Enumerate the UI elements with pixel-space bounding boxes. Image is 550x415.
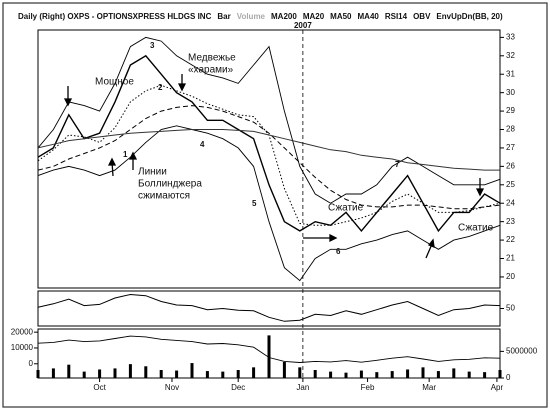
y-tick-label: 29 bbox=[506, 106, 515, 115]
annotation: Линии bbox=[138, 167, 167, 178]
volume-bar bbox=[221, 371, 225, 378]
annotation: сжимаются bbox=[138, 191, 190, 202]
annotation: Мощное bbox=[95, 77, 134, 88]
series-line bbox=[37, 36, 501, 204]
volume-bar bbox=[144, 366, 148, 378]
volume-bar bbox=[375, 372, 379, 378]
y-tick-label: 20 bbox=[506, 272, 515, 281]
y-tick-label: 24 bbox=[506, 198, 515, 207]
indicator: MA20 bbox=[303, 12, 325, 21]
chart-title: Daily (Right) OXPS - OPTIONSXPRESS HLDGS… bbox=[18, 12, 212, 21]
volume-bar bbox=[67, 364, 71, 378]
y-tick-label: 28 bbox=[506, 125, 515, 134]
y-tick-label: 33 bbox=[506, 32, 515, 41]
y-tick-label: 22 bbox=[506, 235, 515, 244]
indicator: RSI14 bbox=[385, 12, 408, 21]
y-tick-label: 5000000 bbox=[506, 346, 538, 355]
x-tick-label: Feb bbox=[361, 383, 375, 392]
volume-bar bbox=[159, 370, 163, 378]
annotation: 6 bbox=[336, 247, 341, 256]
x-tick-label: Oct bbox=[93, 383, 106, 392]
header: Daily (Right) OXPS - OPTIONSXPRESS HLDGS… bbox=[18, 12, 503, 21]
volume-bar bbox=[82, 371, 86, 378]
annotation: «харами» bbox=[188, 65, 234, 76]
annotation: 3 bbox=[150, 41, 155, 50]
y-tick-label: 23 bbox=[506, 217, 515, 226]
volume-bar bbox=[390, 371, 394, 378]
year-label: 2007 bbox=[294, 21, 312, 30]
y-tick-label: 27 bbox=[506, 143, 515, 152]
annotation: 7 bbox=[395, 160, 400, 169]
volume-bar bbox=[421, 367, 425, 378]
indicator: MA40 bbox=[358, 12, 380, 21]
indicator: MA200 bbox=[271, 12, 297, 21]
series-line bbox=[37, 105, 501, 210]
indicator: OBV bbox=[413, 12, 431, 21]
x-tick-label: Apr bbox=[491, 383, 504, 392]
volume-bar bbox=[267, 335, 271, 378]
volume-bar bbox=[252, 367, 256, 378]
series-line bbox=[37, 125, 501, 282]
y2-tick-label: 20000 bbox=[11, 327, 34, 336]
main-panel bbox=[37, 29, 501, 289]
annotation: Медвежье bbox=[188, 53, 236, 64]
annotation: 1 bbox=[123, 150, 128, 159]
volume-bar bbox=[483, 372, 487, 378]
y-tick-label: 0 bbox=[506, 373, 511, 382]
annotation: Боллинджера bbox=[138, 179, 202, 190]
annotation: Сжатие bbox=[458, 223, 494, 234]
annotation: Сжатие bbox=[328, 203, 364, 214]
y-tick-label: 50 bbox=[506, 304, 515, 313]
x-tick-label: Dec bbox=[231, 383, 245, 392]
volume-bar bbox=[298, 367, 302, 378]
indicator: Bar bbox=[217, 12, 230, 21]
volume-bar bbox=[113, 368, 117, 378]
volume-bar bbox=[190, 363, 194, 378]
volume-bar bbox=[436, 371, 440, 378]
volume-bar bbox=[36, 370, 40, 378]
volume-bar bbox=[175, 370, 179, 378]
volume-bar bbox=[452, 368, 456, 378]
volume-bar bbox=[344, 372, 348, 378]
y2-tick-label: 0 bbox=[29, 359, 34, 368]
y-tick-label: 26 bbox=[506, 161, 515, 170]
volume-bar bbox=[313, 370, 317, 378]
y-tick-label: 25 bbox=[506, 180, 515, 189]
annotation: 4 bbox=[200, 140, 205, 149]
arrows bbox=[63, 74, 485, 259]
volume-bar bbox=[359, 370, 363, 378]
x-tick-label: Nov bbox=[165, 383, 179, 392]
volume-bar bbox=[467, 371, 471, 378]
y-tick-label: 31 bbox=[506, 69, 515, 78]
series-line bbox=[37, 129, 500, 171]
volume-bar bbox=[282, 362, 286, 378]
y-tick-label: 32 bbox=[506, 51, 515, 60]
y2-tick-label: 10000 bbox=[11, 343, 34, 352]
frame bbox=[2, 2, 548, 408]
volume-bar bbox=[236, 370, 240, 378]
volume-bar bbox=[329, 371, 333, 378]
x-tick-label: Mar bbox=[422, 383, 436, 392]
indicator: Volume bbox=[237, 12, 266, 21]
annotation: 2 bbox=[158, 83, 163, 92]
obv-line bbox=[37, 335, 501, 363]
indicator: MA50 bbox=[330, 12, 352, 21]
indicator: EnvUpDn(BB, 20) bbox=[436, 12, 503, 21]
x-tick-label: Jan bbox=[296, 383, 309, 392]
volume-bar bbox=[205, 371, 209, 378]
y-tick-label: 30 bbox=[506, 88, 515, 97]
volume-bar bbox=[406, 369, 410, 378]
volume-bar bbox=[498, 370, 502, 378]
annotation: 5 bbox=[252, 199, 257, 208]
y-tick-label: 21 bbox=[506, 254, 515, 263]
series-line bbox=[37, 293, 501, 322]
volume-bar bbox=[98, 369, 102, 378]
volume-bar bbox=[51, 368, 55, 378]
volume-bar bbox=[128, 364, 132, 378]
